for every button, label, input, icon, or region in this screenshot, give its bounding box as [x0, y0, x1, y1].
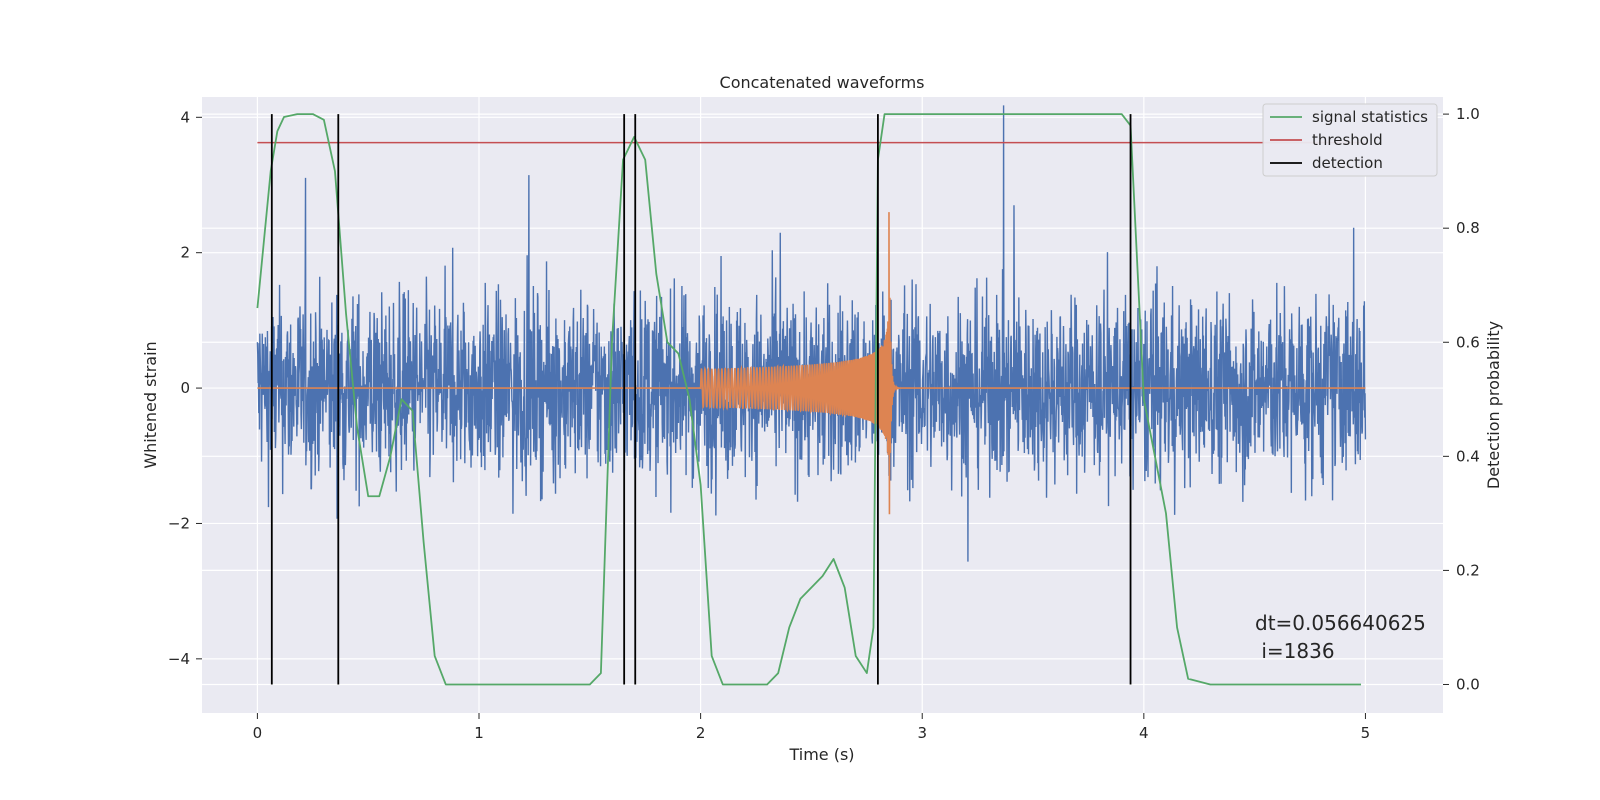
y2-tick-label: 0.8 [1456, 219, 1480, 237]
annotation-line: i=1836 [1255, 639, 1335, 663]
y-tick-label: 0 [180, 379, 190, 397]
x-tick-label: 1 [474, 724, 484, 742]
x-tick-label: 4 [1139, 724, 1149, 742]
y2-tick-label: 0.2 [1456, 561, 1480, 579]
legend-label: threshold [1312, 131, 1383, 149]
x-axis-label: Time (s) [788, 745, 854, 764]
y-axis-label: Whitened strain [141, 341, 160, 468]
template-line [257, 212, 1366, 515]
y2-tick-label: 0.4 [1456, 447, 1480, 465]
signal-statistics-line [256, 113, 1362, 686]
y-tick-label: −2 [168, 514, 190, 532]
x-tick-label: 2 [696, 724, 706, 742]
y-tick-label: 4 [180, 108, 190, 126]
annotation-text: dt=0.056640625 i=1836 [1255, 611, 1426, 663]
axes: 0 1 2 3 4 5 −4 −2 0 2 4 0.0 0.2 0.4 0.6 0.8 1.0 [168, 105, 1480, 742]
y-tick-label: 2 [180, 244, 190, 262]
template-series [257, 212, 1366, 515]
detection-series [270, 114, 1132, 685]
x-tick-label: 5 [1361, 724, 1371, 742]
y2-tick-label: 1.0 [1456, 105, 1480, 123]
y2-tick-label: 0.6 [1456, 333, 1480, 351]
legend: signal statistics threshold detection [1262, 103, 1438, 177]
x-tick-label: 3 [917, 724, 927, 742]
legend-label: signal statistics [1312, 108, 1428, 126]
y2-tick-label: 0.0 [1456, 675, 1480, 693]
annotation-line: dt=0.056640625 [1255, 611, 1426, 635]
signal-statistics-series [256, 113, 1362, 686]
legend-label: detection [1312, 154, 1383, 172]
legend-box [1262, 103, 1438, 177]
x-tick-label: 0 [253, 724, 263, 742]
chart-title: Concatenated waveforms [720, 73, 925, 92]
y-tick-label: −4 [168, 650, 190, 668]
y2-axis-label: Detection probability [1484, 321, 1503, 489]
